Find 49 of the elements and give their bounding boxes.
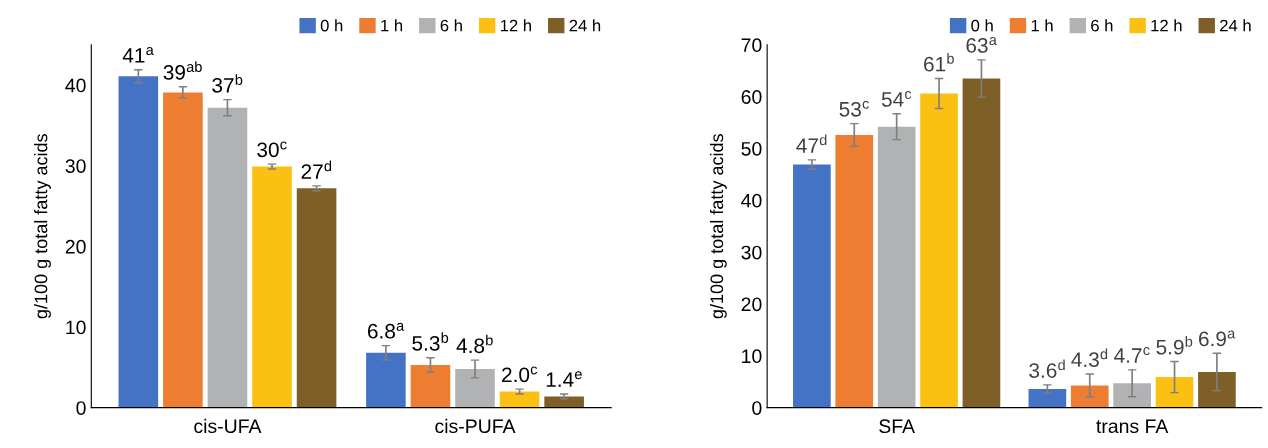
data-label: 4.8$^{b}$ xyxy=(456,334,493,354)
data-label: 47$^{d}$ xyxy=(796,134,827,153)
data-label: 53$^{c}$ xyxy=(839,100,869,117)
data-label: 1.4$^{e}$ xyxy=(546,371,582,387)
data-label: 61$^{b}$ xyxy=(924,53,954,72)
legend-label: 6 h xyxy=(1091,19,1113,32)
y-tick-label: 20 xyxy=(741,297,762,312)
y-tick-label: 10 xyxy=(742,349,762,364)
y-tick-label: 0 xyxy=(76,401,86,415)
legend-label: 1 h xyxy=(381,19,403,32)
data-label: 30$^{c}$ xyxy=(257,141,287,158)
legend-label: 12 h xyxy=(500,19,531,32)
data-label: 37$^{b}$ xyxy=(212,74,243,93)
y-tick-label: 50 xyxy=(741,141,762,156)
data-label: 3.6$^{d}$ xyxy=(1029,359,1065,378)
y-axis-title: g/100 g total fatty acids xyxy=(709,134,727,319)
data-label: 4.7$^{c}$ xyxy=(1114,347,1150,363)
data-label: 4.3$^{d}$ xyxy=(1071,348,1108,368)
legend-label: 12 h xyxy=(1151,19,1182,32)
data-label: 39$^{ab}$ xyxy=(163,61,202,80)
data-label: 27$^{d}$ xyxy=(301,160,332,179)
data-label: 5.3$^{b}$ xyxy=(412,332,449,351)
y-tick-label: 20 xyxy=(65,239,86,254)
x-tick-label: trans FA xyxy=(1096,419,1169,434)
legend-label: 0 h xyxy=(971,19,993,32)
y-tick-label: 40 xyxy=(65,78,86,93)
y-tick-label: 10 xyxy=(66,320,86,335)
legend-label: 24 h xyxy=(569,19,601,32)
data-label: 41$^{a}$ xyxy=(122,47,154,63)
x-tick-label: cis-PUFA xyxy=(435,418,516,434)
data-label: 6.8$^{a}$ xyxy=(367,322,405,339)
y-tick-label: 40 xyxy=(741,193,762,208)
data-label: 63$^{a}$ xyxy=(966,37,997,53)
y-tick-label: 30 xyxy=(741,245,762,260)
y-tick-label: 30 xyxy=(65,159,86,173)
x-tick-label: cis-UFA xyxy=(194,418,262,434)
y-tick-label: 70 xyxy=(741,38,762,53)
data-label: 54$^{c}$ xyxy=(881,91,912,107)
data-label: 2.0$^{c}$ xyxy=(502,366,538,383)
legend-label: 0 h xyxy=(320,19,343,32)
y-axis-title: g/100 g total fatty acids xyxy=(34,134,51,319)
y-tick-label: 60 xyxy=(741,90,762,104)
data-label: 5.9$^{b}$ xyxy=(1156,336,1193,355)
legend-label: 6 h xyxy=(440,19,462,32)
legend-label: 24 h xyxy=(1220,19,1251,32)
x-tick-label: SFA xyxy=(879,419,915,434)
data-label: 6.9$^{a}$ xyxy=(1199,330,1236,347)
legend-label: 1 h xyxy=(1031,19,1053,32)
y-tick-label: 0 xyxy=(752,401,762,415)
